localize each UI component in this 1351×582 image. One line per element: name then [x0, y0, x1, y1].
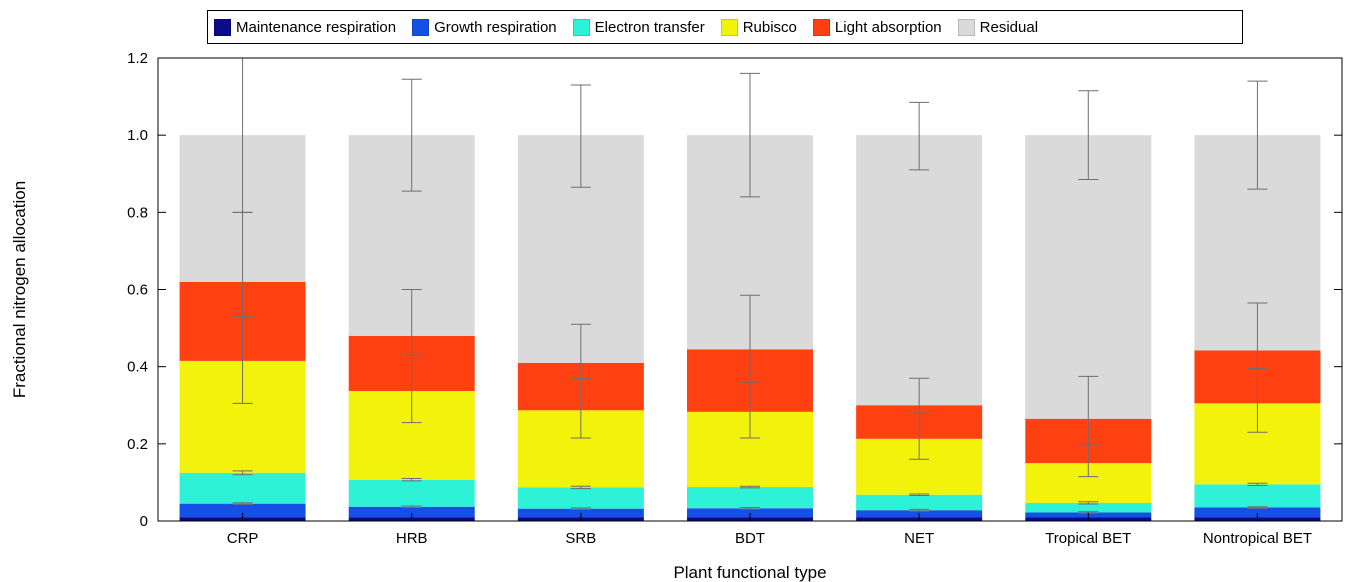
- x-tick-label: BDT: [735, 530, 765, 547]
- y-axis-ticks: 0 0.2 0.4 0.6 0.8 1.0 1.2: [127, 50, 1342, 530]
- legend-label: Light absorption: [834, 18, 942, 36]
- y-tick-label: 0.4: [127, 359, 148, 376]
- error-bar: [1247, 80, 1268, 190]
- legend-label: Electron transfer: [594, 18, 705, 36]
- bar-segment: [1194, 484, 1321, 508]
- bar-segment: [348, 479, 475, 507]
- legend-item: Electron transfer: [572, 18, 705, 36]
- error-bar: [740, 485, 760, 489]
- bar-segment: [1025, 502, 1152, 513]
- error-bar: [570, 84, 591, 188]
- bar-segment: [179, 503, 306, 518]
- bar-segment: [517, 487, 644, 509]
- bar-segment: [687, 508, 813, 518]
- bar-segment: [348, 506, 475, 518]
- error-bar: [232, 470, 253, 476]
- error-bar: [1078, 90, 1099, 181]
- x-tick-label: NET: [904, 530, 934, 547]
- y-axis-label: Fractional nitrogen allocation: [10, 181, 29, 398]
- legend-swatch: [812, 18, 830, 36]
- error-bar: [1247, 368, 1268, 433]
- legend-swatch: [214, 18, 231, 36]
- legend-label: Maintenance respiration: [236, 18, 397, 36]
- error-bar: [232, 316, 253, 404]
- error-bar: [401, 78, 422, 192]
- x-tick-label: Tropical BET: [1045, 530, 1131, 547]
- legend-item: Growth respiration: [412, 18, 557, 36]
- error-bar: [570, 377, 591, 439]
- error-bar: [570, 507, 591, 510]
- bar-segment: [687, 487, 813, 509]
- error-bar: [909, 101, 930, 171]
- legend: Maintenance respiration Growth respiratio…: [207, 10, 1243, 44]
- y-tick-label: 0.6: [127, 282, 148, 299]
- error-bar: [232, 502, 253, 505]
- bar-segment: [517, 508, 644, 518]
- legend-item: Maintenance respiration: [214, 18, 397, 36]
- y-tick-label: 0: [140, 513, 148, 530]
- x-tick-label: Nontropical BET: [1203, 530, 1312, 547]
- y-tick-label: 1.0: [127, 127, 148, 144]
- error-bar: [401, 354, 422, 424]
- legend-swatch: [720, 18, 738, 36]
- error-bar: [740, 506, 760, 510]
- x-axis-ticks: CRP HRB SRB BDT NET Tropical BET Nontropical B…: [227, 513, 1312, 547]
- error-bar: [1078, 501, 1099, 505]
- x-axis-label: Plant functional type: [673, 563, 826, 582]
- x-tick-label: HRB: [396, 530, 428, 547]
- legend-item: Light absorption: [812, 18, 942, 36]
- y-tick-label: 1.2: [127, 50, 148, 67]
- legend-swatch: [957, 18, 975, 36]
- y-tick-label: 0.2: [127, 436, 148, 453]
- bar-segment: [856, 494, 983, 511]
- error-bar: [909, 412, 930, 460]
- legend-label: Rubisco: [742, 18, 797, 36]
- error-bar: [1247, 506, 1268, 509]
- x-tick-label: SRB: [565, 530, 596, 547]
- error-bar: [909, 508, 930, 512]
- y-tick-label: 0.8: [127, 204, 148, 221]
- error-bar: [1247, 482, 1268, 487]
- legend-item: Rubisco: [720, 18, 797, 36]
- error-bar: [401, 505, 422, 508]
- bar-segment: [179, 472, 306, 504]
- error-bar: [1078, 443, 1099, 478]
- bar-segment: [856, 135, 983, 406]
- error-bars-layer: [232, 57, 1268, 514]
- x-tick-label: CRP: [227, 530, 259, 547]
- error-bar: [740, 381, 760, 439]
- legend-item: Residual: [957, 18, 1039, 36]
- error-bar: [570, 485, 591, 490]
- legend-label: Growth respiration: [434, 18, 557, 36]
- error-bar: [740, 72, 760, 198]
- legend-swatch: [572, 18, 590, 36]
- error-bar: [909, 493, 930, 497]
- bar-segment: [1194, 507, 1321, 518]
- bar-segment: [1025, 135, 1152, 419]
- legend-swatch: [412, 18, 430, 36]
- legend-label: Residual: [979, 18, 1039, 36]
- error-bar: [401, 478, 422, 482]
